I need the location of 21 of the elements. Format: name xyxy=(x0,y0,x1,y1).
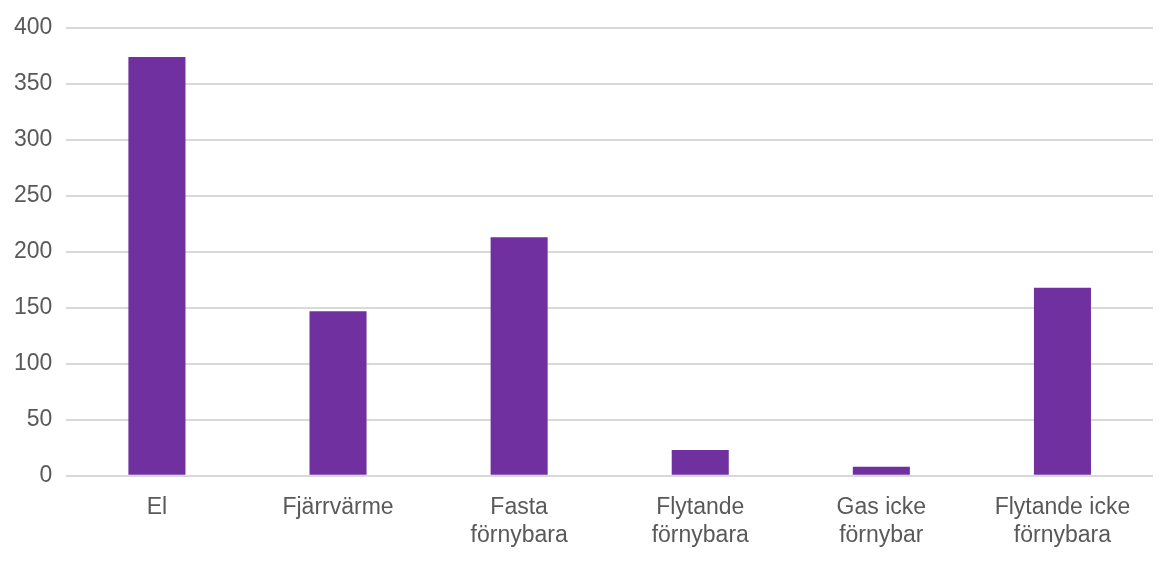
bar xyxy=(490,237,548,475)
y-tick-label: 0 xyxy=(39,461,53,488)
bar xyxy=(852,466,910,475)
bar xyxy=(128,56,186,475)
x-tick-label: Fjärrvärme xyxy=(282,492,394,519)
x-tick-label: El xyxy=(146,492,168,519)
y-tick-label: 350 xyxy=(14,69,53,96)
y-tick-label: 200 xyxy=(14,237,53,264)
x-tick-label: Flytande förnybara xyxy=(651,492,750,547)
y-tick-label: 100 xyxy=(14,349,53,376)
bar xyxy=(1033,287,1091,475)
y-tick-label: 50 xyxy=(26,405,53,432)
x-tick-label: Fasta förnybara xyxy=(470,492,568,547)
x-tick-label: Gas icke förnybar xyxy=(836,492,927,547)
y-tick-label: 400 xyxy=(14,13,53,40)
y-tick-label: 250 xyxy=(14,181,53,208)
y-tick-label: 300 xyxy=(14,125,53,152)
bar xyxy=(671,450,729,475)
x-tick-label: Flytande icke förnybara xyxy=(994,492,1131,547)
y-tick-label: 150 xyxy=(14,293,53,320)
bar xyxy=(309,311,367,475)
